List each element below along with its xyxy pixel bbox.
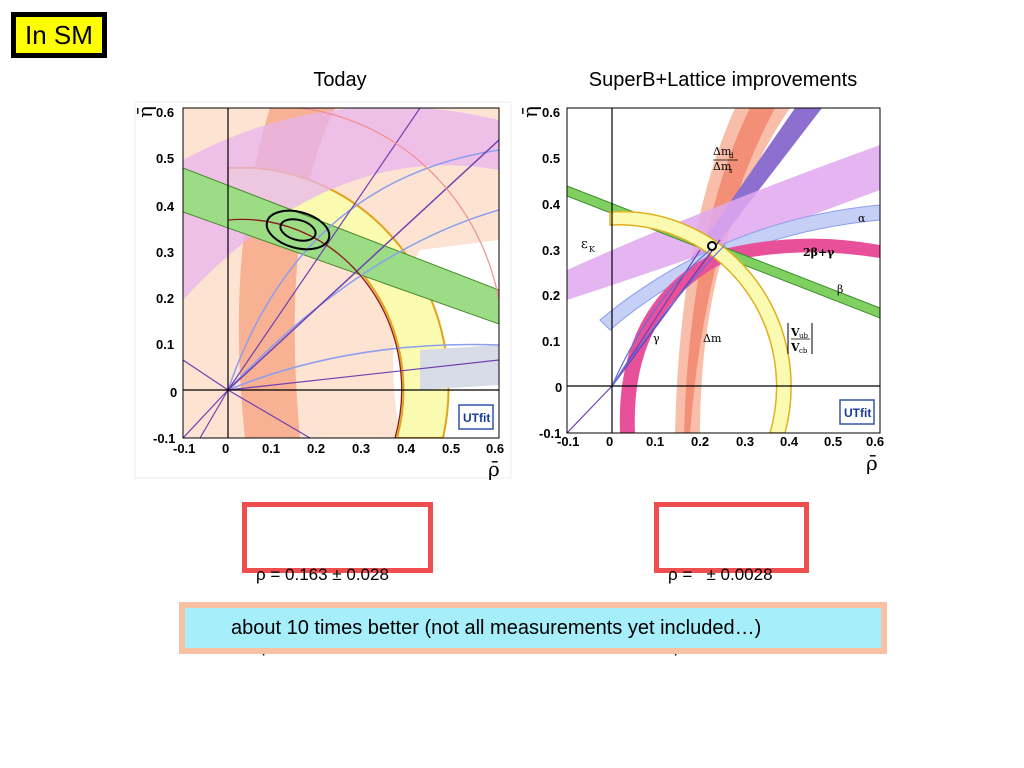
summary-banner: about 10 times better (not all measureme… <box>179 602 887 654</box>
left-x-axis-label: ρ̄ <box>488 457 500 481</box>
right-panel-title: SuperB+Lattice improvements <box>588 69 858 91</box>
left-x-tick: 0.6 <box>486 441 504 456</box>
right-plot-labels: Δm d Δm s ε K α 2β+γ β γ Δm V ub V cb <box>581 145 866 355</box>
eps-k-sub-label: K <box>589 245 596 254</box>
eps-k-label: ε <box>581 237 588 252</box>
left-utfit-logo: UTfit <box>463 411 490 425</box>
right-y-tick: 0.6 <box>542 105 560 120</box>
right-y-tick: 0.3 <box>542 243 560 258</box>
left-x-tick: 0.1 <box>262 441 280 456</box>
left-x-tick: 0 <box>222 441 229 456</box>
dms-denominator-label: Δm <box>713 160 732 173</box>
dmd-label: Δm <box>703 332 722 345</box>
right-x-ticks: -0.1 0 0.1 0.2 0.3 0.4 0.5 0.6 <box>557 434 884 449</box>
left-x-ticks: -0.1 0 0.1 0.2 0.3 0.4 0.5 0.6 <box>173 441 504 456</box>
right-x-tick: 0.6 <box>866 434 884 449</box>
vub-label: V <box>790 326 800 339</box>
left-y-tick: 0.5 <box>156 151 174 166</box>
left-y-tick: 0.2 <box>156 291 174 306</box>
two-beta-gamma-label: 2β+γ <box>803 246 835 259</box>
right-y-ticks: 0.6 0.5 0.4 0.3 0.2 0.1 0 -0.1 <box>539 105 562 441</box>
beta-label: β <box>837 283 843 296</box>
left-result-box: ρ = 0.163 ± 0.028 η = 0.344± 0.016 <box>242 502 433 656</box>
right-x-tick: 0.1 <box>646 434 664 449</box>
right-y-tick: 0.1 <box>542 334 560 349</box>
dms-sub-label: s <box>729 167 733 175</box>
right-x-tick: 0.4 <box>780 434 799 449</box>
right-y-tick: 0.2 <box>542 288 560 303</box>
left-y-tick: 0 <box>170 385 177 400</box>
left-y-tick: 0.3 <box>156 245 174 260</box>
left-plot: UTfit -0.1 0 0.1 0.2 0.3 0.4 0.5 0.6 0.6… <box>133 101 512 481</box>
badge-label: In SM <box>25 20 93 50</box>
right-x-tick: 0.2 <box>691 434 709 449</box>
alpha-label: α <box>858 212 866 225</box>
gamma-label: γ <box>653 332 660 345</box>
left-y-tick: -0.1 <box>153 431 175 446</box>
right-utfit-logo: UTfit <box>844 406 871 420</box>
left-y-tick: 0.6 <box>156 105 174 120</box>
left-y-tick: 0.1 <box>156 337 174 352</box>
right-y-axis-label: η̄ <box>518 106 542 118</box>
right-x-tick: 0.3 <box>736 434 754 449</box>
right-result-box: ρ = ± 0.0028 η = ± 0.0024 <box>654 502 809 656</box>
left-x-tick: 0.3 <box>352 441 370 456</box>
left-y-tick: 0.4 <box>156 199 175 214</box>
left-y-axis-label: η̄ <box>133 106 157 118</box>
vcb-label: V <box>790 341 800 354</box>
right-rho-result: ρ = ± 0.0028 <box>668 565 773 584</box>
vcb-sub-label: cb <box>799 347 808 355</box>
left-x-tick: 0.4 <box>397 441 416 456</box>
right-y-tick: -0.1 <box>539 426 561 441</box>
in-sm-badge: In SM <box>11 12 107 58</box>
dmd-numerator-label: Δm <box>713 145 732 158</box>
left-panel-title: Today <box>313 69 367 91</box>
left-rho-result: ρ = 0.163 ± 0.028 <box>256 565 389 584</box>
right-x-tick: -0.1 <box>557 434 579 449</box>
right-x-axis-label: ρ̄ <box>866 451 878 475</box>
summary-banner-text: about 10 times better (not all measureme… <box>185 608 881 648</box>
right-x-tick: 0.5 <box>824 434 842 449</box>
vub-sub-label: ub <box>799 332 809 340</box>
left-x-tick: 0.5 <box>442 441 460 456</box>
right-y-tick: 0.5 <box>542 151 560 166</box>
left-x-tick: 0.2 <box>307 441 325 456</box>
right-y-tick: 0.4 <box>542 197 561 212</box>
right-y-tick: 0 <box>555 380 562 395</box>
left-y-ticks: 0.6 0.5 0.4 0.3 0.2 0.1 0 -0.1 <box>153 105 177 446</box>
right-x-tick: 0 <box>606 434 613 449</box>
left-x-tick: -0.1 <box>173 441 195 456</box>
right-plot: Δm d Δm s ε K α 2β+γ β γ Δm V ub V cb UT… <box>518 105 884 475</box>
dmd-sub-label: d <box>729 152 734 160</box>
